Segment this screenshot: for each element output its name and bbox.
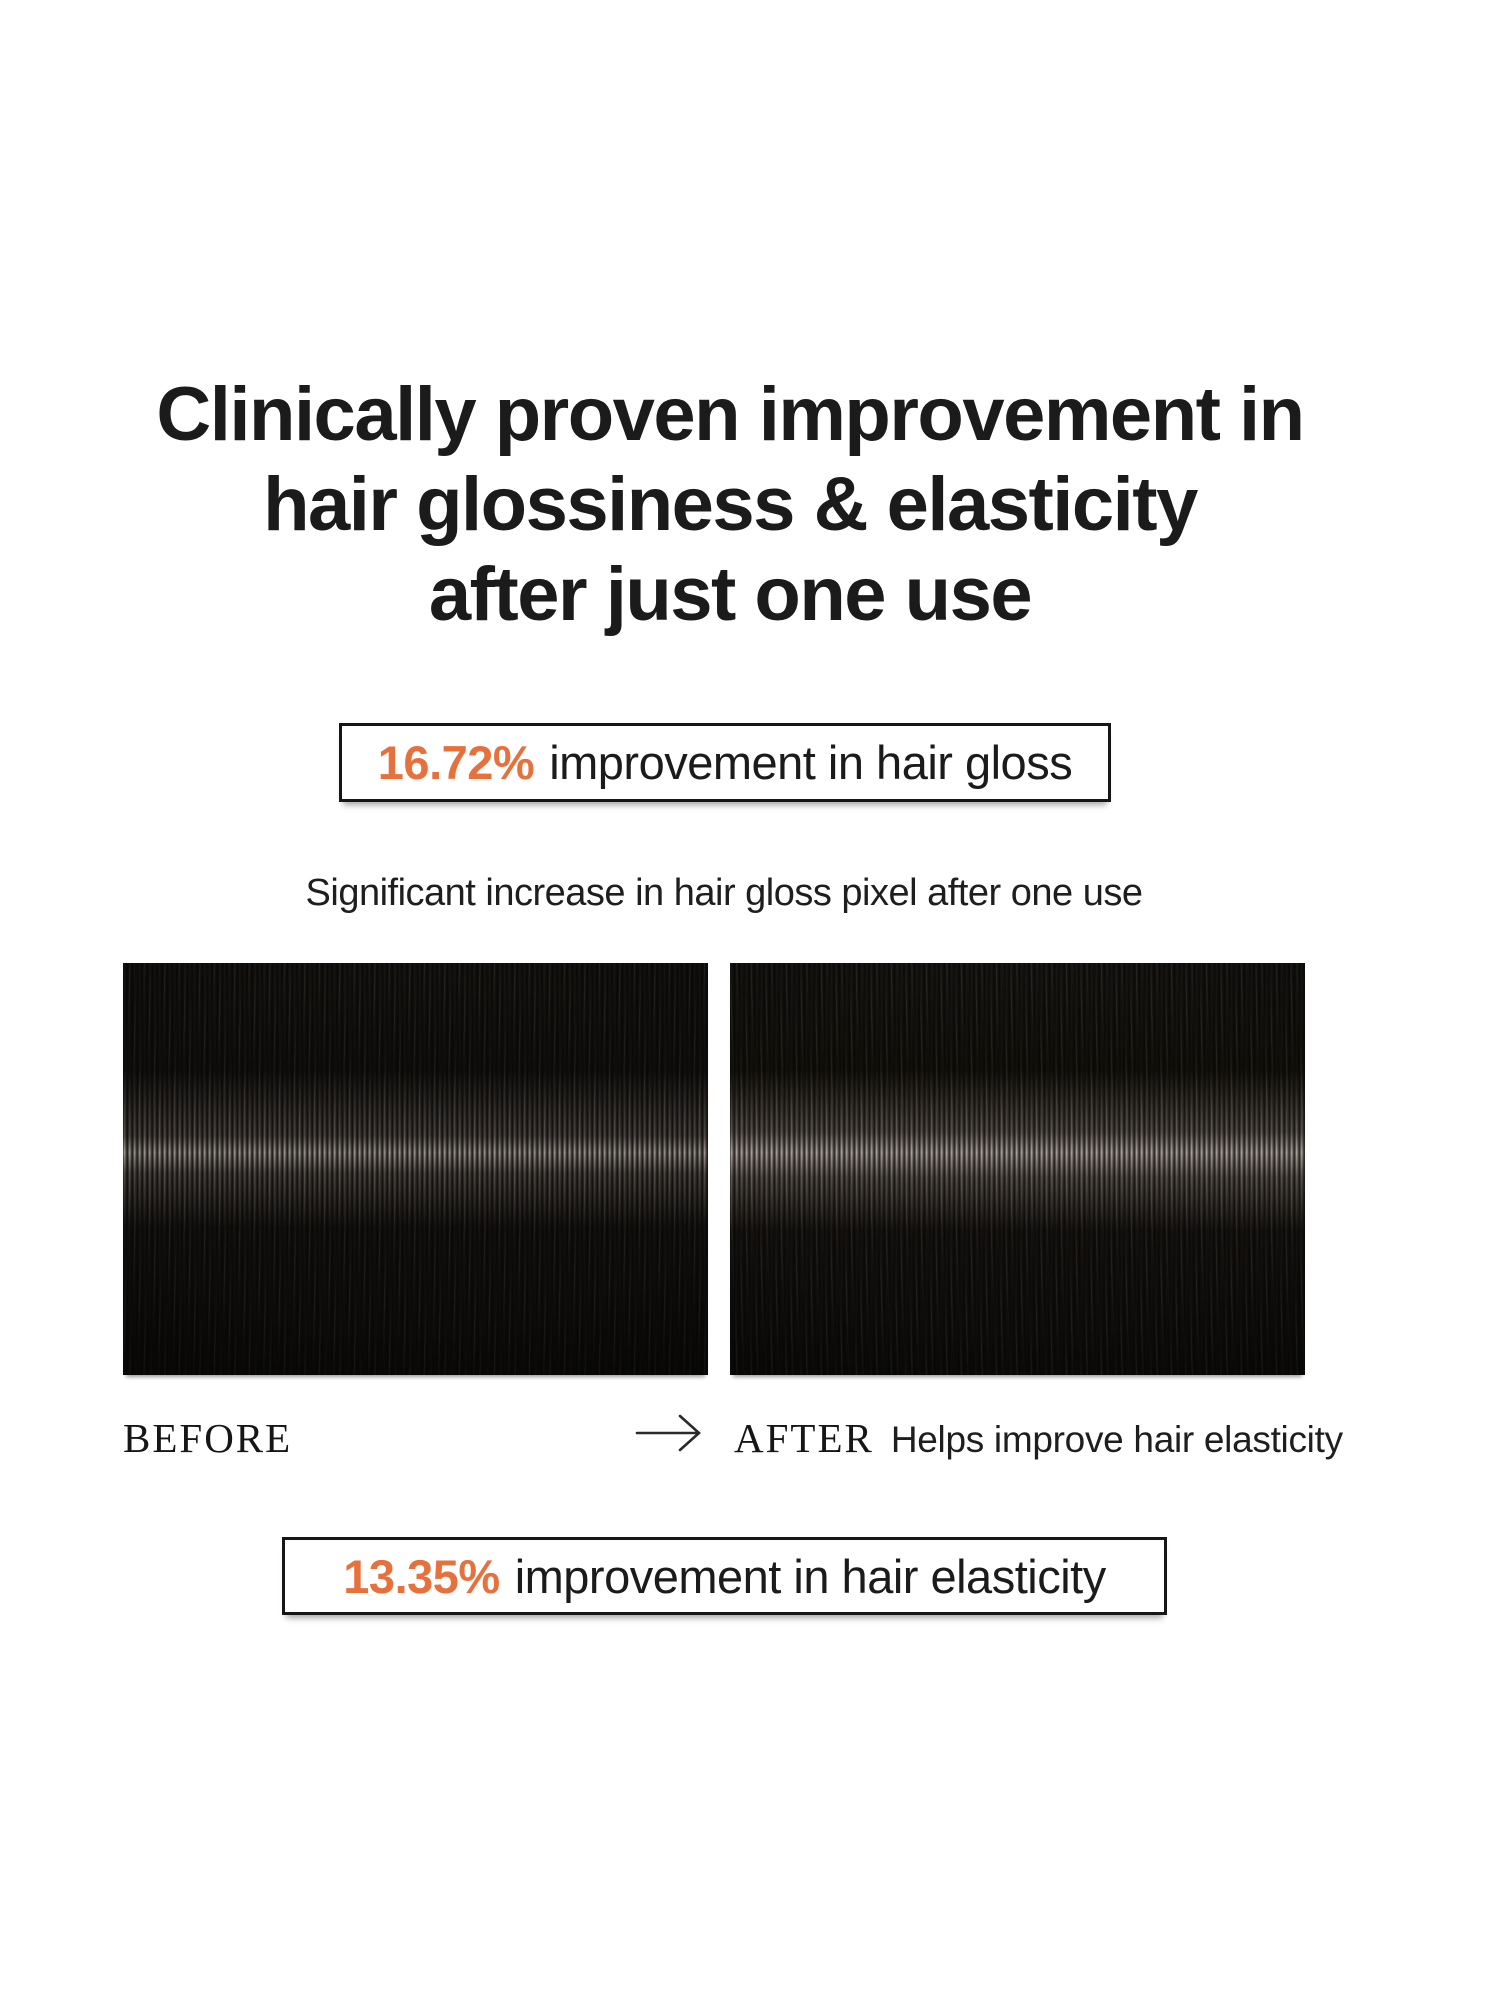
after-hair-image <box>730 963 1305 1375</box>
gloss-claim-label: improvement in hair gloss <box>549 736 1073 789</box>
elasticity-claim-label: improvement in hair elasticity <box>514 1549 1107 1603</box>
headline-line-1: Clinically proven improvement in <box>156 372 1305 457</box>
before-hair-image <box>123 963 708 1375</box>
before-label: BEFORE <box>123 1415 293 1461</box>
elasticity-claim-box: 13.35% improvement in hair elasticity <box>282 1537 1167 1615</box>
right-arrow-icon <box>634 1410 704 1456</box>
headline-line-3: after just one use <box>428 552 1033 637</box>
gloss-subtitle: Significant increase in hair gloss pixel… <box>305 872 1143 914</box>
headline-line-2: hair glossiness & elasticity <box>263 462 1198 547</box>
after-label: AFTER <box>734 1415 874 1461</box>
after-note: Helps improve hair elasticity <box>890 1419 1343 1460</box>
elasticity-claim-percent: 13.35% <box>343 1549 500 1603</box>
page-title: Clinically proven improvement in hair gl… <box>0 370 1460 640</box>
gloss-claim-percent: 16.72% <box>377 736 535 789</box>
gloss-claim-box: 16.72% improvement in hair gloss <box>339 723 1111 802</box>
after-label-group: AFTER Helps improve hair elasticity <box>734 1414 1343 1462</box>
